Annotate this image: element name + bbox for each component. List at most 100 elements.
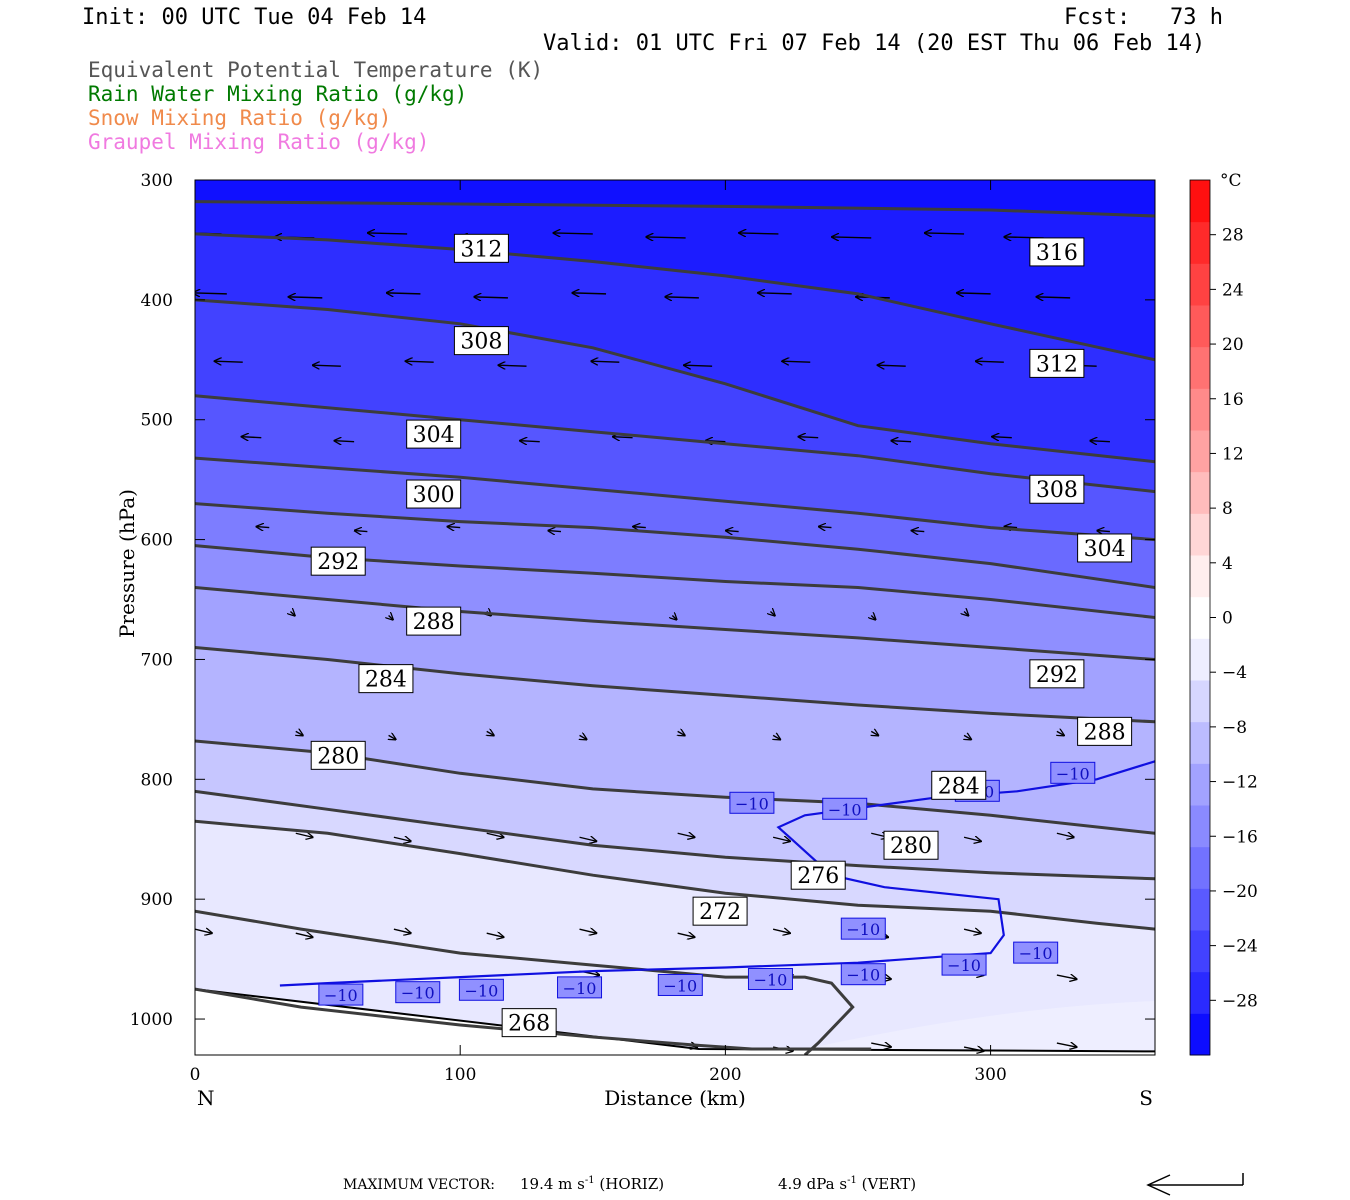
theta-e-label: 284 bbox=[931, 770, 987, 800]
theta-e-label: 276 bbox=[790, 860, 846, 890]
wind-vector bbox=[313, 365, 341, 366]
wind-vector bbox=[572, 293, 607, 294]
wind-vector bbox=[1056, 975, 1077, 979]
scale-vector-icon bbox=[1146, 1173, 1244, 1196]
y-tick-label: 300 bbox=[141, 171, 173, 191]
svg-text:288: 288 bbox=[1084, 720, 1126, 745]
colorbar-label: 16 bbox=[1222, 390, 1244, 410]
colorbar-swatch bbox=[1190, 471, 1210, 514]
wind-vector bbox=[871, 731, 878, 735]
legend-graupel: Graupel Mixing Ratio (g/kg) bbox=[88, 130, 430, 154]
colorbar-label: 0 bbox=[1222, 609, 1233, 629]
svg-text:−10: −10 bbox=[947, 956, 981, 975]
wind-vector bbox=[554, 233, 593, 234]
svg-text:276: 276 bbox=[797, 864, 839, 889]
colorbar-swatch bbox=[1190, 430, 1210, 473]
legend-theta-e: Equivalent Potential Temperature (K) bbox=[88, 58, 544, 82]
wind-vector bbox=[1004, 527, 1018, 528]
theta-e-label: 288 bbox=[1077, 716, 1133, 746]
wind-vectors bbox=[195, 233, 1110, 1051]
svg-text:280: 280 bbox=[890, 834, 932, 859]
colorbar-label: −28 bbox=[1222, 991, 1258, 1011]
colorbar: 28 24 20 16 12 8 4 0 −4 −8 −12 −16 −20 −24 −28 °C bbox=[1189, 171, 1258, 1056]
wind-vector bbox=[677, 833, 695, 837]
wind-vector bbox=[726, 531, 739, 532]
wind-vector bbox=[963, 929, 981, 933]
wind-vector bbox=[677, 933, 695, 937]
wind-vector bbox=[957, 293, 991, 294]
temp-contour-label: −10 bbox=[747, 967, 793, 990]
svg-text:−10: −10 bbox=[465, 981, 499, 1000]
north-label: N bbox=[197, 1086, 215, 1110]
wind-vector bbox=[289, 297, 323, 298]
wind-vector bbox=[487, 731, 494, 735]
theta-e-contour-316 bbox=[195, 232, 1155, 362]
wind-vector bbox=[296, 731, 303, 735]
temp-contour-label: −10 bbox=[729, 791, 775, 814]
wind-vector bbox=[1037, 297, 1071, 298]
y-tick-label: 900 bbox=[141, 890, 173, 910]
colorbar-label: 4 bbox=[1222, 554, 1233, 574]
theta-e-contour-312 bbox=[195, 298, 1155, 464]
x-tick-label: 0 bbox=[190, 1065, 201, 1085]
colorbar-swatch bbox=[1190, 930, 1210, 973]
wind-vector bbox=[646, 237, 686, 238]
wind-vector bbox=[393, 929, 411, 933]
colorbar-label: 12 bbox=[1222, 444, 1244, 464]
wind-vector bbox=[772, 929, 790, 933]
svg-text:280: 280 bbox=[317, 744, 359, 769]
y-tick-label: 800 bbox=[141, 770, 173, 790]
colorbar-label: −24 bbox=[1222, 937, 1258, 957]
wind-vector bbox=[486, 833, 504, 837]
wind-vector bbox=[389, 735, 396, 739]
wind-vector bbox=[1057, 731, 1064, 735]
x-axis-label: Distance (km) bbox=[604, 1086, 746, 1110]
colorbar-swatch bbox=[1190, 846, 1210, 889]
svg-text:292: 292 bbox=[317, 550, 359, 575]
colorbar-swatch bbox=[1190, 513, 1210, 556]
colorbar-label: −16 bbox=[1222, 827, 1258, 847]
wind-vector bbox=[964, 612, 968, 616]
svg-text:284: 284 bbox=[365, 668, 407, 693]
shading-band bbox=[778, 1001, 1155, 1055]
wind-vector bbox=[368, 233, 408, 234]
y-tick-label: 500 bbox=[141, 411, 173, 431]
theta-e-label: 312 bbox=[453, 233, 509, 263]
wind-vector bbox=[579, 929, 597, 933]
theta-e-contour-304 bbox=[195, 456, 1155, 542]
wind-vector bbox=[389, 616, 393, 620]
y-axis-label: Pressure (hPa) bbox=[115, 489, 139, 638]
wind-vector bbox=[613, 437, 633, 438]
svg-text:308: 308 bbox=[1036, 478, 1078, 503]
temp-contour-label: −10 bbox=[657, 973, 703, 996]
max-vector-label: MAXIMUM VECTOR: bbox=[343, 1177, 495, 1193]
wind-vector bbox=[925, 233, 965, 234]
colorbar-swatch bbox=[1190, 305, 1210, 348]
colorbar-swatch bbox=[1190, 388, 1210, 431]
wind-vector bbox=[520, 441, 540, 442]
colorbar-label: −12 bbox=[1222, 773, 1258, 793]
wind-vector bbox=[992, 437, 1012, 438]
wind-vector bbox=[242, 437, 262, 438]
svg-text:−10: −10 bbox=[754, 970, 788, 989]
y-tick-label: 600 bbox=[141, 531, 173, 551]
svg-text:316: 316 bbox=[1036, 241, 1078, 266]
wind-vector bbox=[1097, 531, 1110, 532]
contour-labels: −10−10−10−10−10−10−10−10−10−10−10−10−10−… bbox=[310, 233, 1133, 1038]
wind-vector bbox=[963, 1047, 984, 1051]
theta-e-contour-300 bbox=[195, 502, 1155, 589]
temp-contour-label: −10 bbox=[1013, 941, 1059, 964]
x-tick-label: 200 bbox=[709, 1065, 741, 1085]
svg-text:−10: −10 bbox=[828, 800, 862, 819]
svg-text:268: 268 bbox=[508, 1012, 550, 1037]
colorbar-label: 28 bbox=[1222, 226, 1244, 246]
svg-text:−10: −10 bbox=[846, 966, 880, 985]
colorbar-swatch bbox=[1190, 763, 1210, 806]
wind-vector bbox=[406, 361, 434, 362]
wind-vector bbox=[355, 531, 368, 532]
temp-contour-label: −10 bbox=[941, 953, 987, 976]
theta-e-label: 280 bbox=[883, 830, 939, 860]
theta-e-contour-276 bbox=[195, 819, 1155, 931]
temp-contour-label: −10 bbox=[840, 963, 886, 986]
